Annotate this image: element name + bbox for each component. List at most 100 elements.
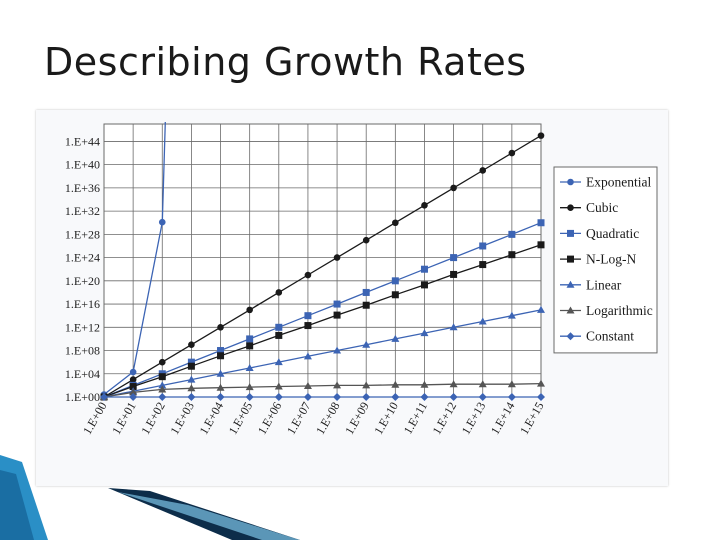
data-point [479,242,487,250]
data-point [537,132,545,139]
legend-item-constant: Constant [560,329,634,344]
data-point [245,363,254,371]
data-point [158,393,167,401]
data-point [362,288,370,296]
data-point [187,362,195,370]
data-point [362,381,371,389]
series-constant [100,393,545,401]
series-lines [100,121,545,401]
data-point [392,219,399,227]
legend-item-quadratic: Quadratic [560,226,639,241]
y-axis-tick-labels: 1.E+00 1.E+04 1.E+08 1.E+12 1.E+16 1.E+20 1.E+… [65,134,100,404]
legend-item-cubic: Cubic [560,200,618,215]
data-point [449,393,458,401]
data-point [217,323,224,331]
y-tick-label: 1.E+00 [65,390,100,404]
data-point [158,373,166,381]
legend-label: Exponential [586,175,651,190]
data-point [478,317,487,325]
data-point [129,388,138,396]
data-point [391,334,400,342]
bottom-accent-light [118,492,300,540]
legend-label: Linear [586,277,622,292]
data-point [537,219,545,227]
y-tick-label: 1.E+44 [65,134,100,148]
legend-marker [567,204,574,211]
legend-item-exponential: Exponential [560,175,651,190]
left-accent-shade [0,470,34,540]
data-point [450,254,458,262]
legend: Exponential Cubic Quadratic N-Log-N Linear Lo… [553,166,658,354]
series-line [103,382,542,398]
data-point [479,261,487,269]
data-point [245,393,254,401]
series-line [103,121,166,396]
data-point [391,291,399,299]
data-point [333,300,341,308]
data-point [362,301,370,309]
data-point [274,393,283,401]
data-point [129,368,137,376]
data-point [303,352,312,360]
data-point [333,346,342,354]
data-point [217,352,225,360]
y-tick-label: 1.E+36 [65,181,100,195]
data-point [391,393,400,401]
data-point [129,376,137,383]
data-point [274,382,283,390]
data-point [537,379,545,387]
data-point [333,254,341,261]
data-point [304,312,312,320]
data-point [216,393,225,401]
data-point [216,383,225,391]
legend-item-logarithmic: Logarithmic [560,303,653,318]
data-point [304,322,312,330]
data-point [478,393,487,401]
y-tick-label: 1.E+12 [65,320,100,334]
series-n-log-n [100,241,545,401]
legend-marker [567,255,574,263]
data-point [216,369,225,377]
data-point [449,323,458,331]
data-point [450,270,458,278]
data-point [275,323,283,331]
data-point [507,311,516,319]
y-tick-label: 1.E+28 [65,227,100,241]
series-line [103,244,542,398]
data-point [420,380,429,388]
data-point [187,375,196,383]
y-tick-label: 1.E+16 [65,297,100,311]
legend-item-n-log-n: N-Log-N [560,252,636,267]
data-point [537,393,545,401]
legend-label: N-Log-N [586,252,636,267]
y-tick-label: 1.E+32 [65,204,100,218]
series-line [103,222,542,398]
data-point [391,277,399,285]
series-logarithmic [100,379,545,400]
growth-rates-chart: 1.E+00 1.E+04 1.E+08 1.E+12 1.E+16 1.E+20 1.E+… [65,121,658,437]
data-point [246,342,254,350]
data-point [187,393,196,401]
data-point [245,383,254,391]
data-point [275,331,283,339]
y-tick-label: 1.E+20 [65,274,100,288]
data-point [303,381,312,389]
data-point [508,149,516,157]
data-point [333,381,342,389]
data-point [275,289,283,296]
data-point [420,329,429,337]
data-point [479,167,487,174]
data-point [537,241,545,249]
legend-marker [567,178,574,186]
legend-item-linear: Linear [560,277,622,292]
legend-label: Constant [586,329,634,344]
data-point [333,393,342,401]
legend-marker [566,332,575,341]
data-point [187,358,195,366]
data-point [449,380,458,388]
data-point [129,393,138,401]
data-point [478,380,487,388]
data-point [537,305,545,313]
data-point [420,393,429,401]
